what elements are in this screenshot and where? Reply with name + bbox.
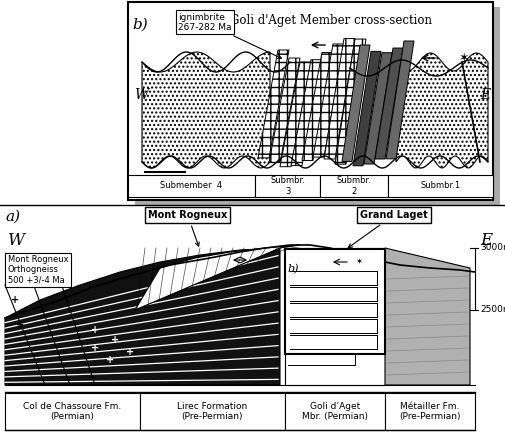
Text: 2500m: 2500m: [479, 306, 505, 314]
Polygon shape: [313, 44, 343, 157]
Polygon shape: [385, 41, 413, 159]
Bar: [284, 393, 384, 430]
Polygon shape: [279, 62, 311, 167]
Text: Goli d'Aget Member cross-section: Goli d'Aget Member cross-section: [230, 14, 431, 27]
Bar: [135, 7, 499, 205]
Text: Submbr.1: Submbr.1: [420, 181, 460, 191]
Text: ignimbrite
267-282 Ma: ignimbrite 267-282 Ma: [178, 13, 281, 58]
Bar: [140, 393, 284, 430]
Text: b): b): [287, 264, 299, 275]
Text: Mont Rogneux
Orthogneiss
500 +3/-4 Ma: Mont Rogneux Orthogneiss 500 +3/-4 Ma: [8, 255, 69, 285]
Polygon shape: [363, 53, 391, 164]
Text: Submbr.
3: Submbr. 3: [270, 176, 305, 196]
Polygon shape: [142, 52, 270, 168]
Text: Grand Laget: Grand Laget: [347, 210, 427, 248]
Polygon shape: [269, 58, 299, 163]
Text: Col de Chassoure Fm.
(Permian): Col de Chassoure Fm. (Permian): [23, 402, 121, 421]
Polygon shape: [5, 300, 135, 385]
Text: Lirec Formation
(Pre-Permian): Lirec Formation (Pre-Permian): [177, 402, 247, 421]
Bar: [319, 175, 387, 197]
Text: 3000m: 3000m: [479, 243, 505, 252]
Polygon shape: [323, 39, 355, 159]
Text: Submbr.
2: Submbr. 2: [336, 176, 371, 196]
Bar: [384, 393, 474, 430]
Text: +: +: [11, 295, 19, 305]
Text: Goli d’Aget
Mbr. (Permian): Goli d’Aget Mbr. (Permian): [301, 402, 367, 421]
Bar: [387, 175, 492, 197]
Text: +: +: [106, 355, 114, 365]
Text: +: +: [111, 335, 119, 345]
Bar: [284, 249, 384, 354]
Text: a): a): [5, 210, 20, 224]
Polygon shape: [341, 45, 369, 162]
Text: E: E: [479, 232, 491, 249]
Text: b): b): [132, 18, 147, 32]
Text: Métailler Fm.
(Pre-Permian): Métailler Fm. (Pre-Permian): [398, 402, 460, 421]
Polygon shape: [290, 60, 321, 165]
Text: W: W: [134, 88, 148, 102]
Polygon shape: [374, 48, 402, 159]
Polygon shape: [258, 50, 288, 158]
Polygon shape: [5, 248, 279, 385]
Text: +: +: [126, 347, 134, 357]
Text: W: W: [8, 232, 25, 249]
Text: +: +: [6, 270, 14, 280]
Text: +: +: [91, 343, 99, 353]
Text: ✶: ✶: [458, 52, 468, 65]
Polygon shape: [395, 53, 487, 168]
Polygon shape: [135, 245, 299, 310]
Text: +: +: [16, 320, 24, 330]
Bar: [255, 175, 319, 197]
Text: ✶: ✶: [355, 258, 361, 266]
Polygon shape: [334, 39, 365, 164]
Text: Submember  4: Submember 4: [160, 181, 222, 191]
Polygon shape: [284, 248, 384, 385]
Text: Mont Rogneux: Mont Rogneux: [147, 210, 227, 246]
Text: 30 m: 30 m: [145, 178, 166, 187]
Polygon shape: [301, 52, 332, 161]
Bar: [128, 2, 492, 200]
Text: +: +: [91, 325, 99, 335]
Polygon shape: [384, 248, 469, 385]
Bar: [128, 175, 255, 197]
Bar: [5, 393, 140, 430]
Text: E: E: [479, 88, 489, 102]
Polygon shape: [352, 52, 380, 166]
